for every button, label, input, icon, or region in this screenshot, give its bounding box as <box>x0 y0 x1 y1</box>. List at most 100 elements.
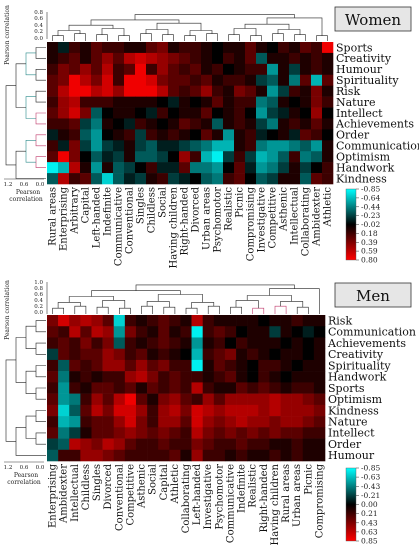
heatmap-cell <box>179 140 191 152</box>
heatmap-cell <box>267 74 279 86</box>
heatmap-cell <box>267 173 279 185</box>
heatmap-cell <box>47 359 59 372</box>
heatmap-cell <box>201 96 213 108</box>
column-label: Competitive <box>268 187 279 249</box>
heatmap-cell <box>300 129 312 141</box>
heatmap-cell <box>102 151 114 163</box>
heatmap-cell <box>124 96 136 108</box>
heatmap-cell <box>58 162 70 174</box>
heatmap-cell <box>201 118 213 130</box>
heatmap-cell <box>69 96 81 108</box>
heatmap-cell <box>168 42 180 54</box>
heatmap-cell <box>179 96 191 108</box>
heatmap-cell <box>124 337 137 349</box>
women-top-tick: 0.2 <box>34 29 43 35</box>
heatmap-cell <box>236 404 248 417</box>
heatmap-cell <box>280 348 292 361</box>
heatmap-cell <box>113 382 126 394</box>
heatmap-cell <box>322 118 334 130</box>
heatmap-cell <box>80 129 92 141</box>
heatmap-cell <box>135 416 148 428</box>
heatmap-cell <box>124 173 136 185</box>
heatmap-cell <box>311 151 323 163</box>
heatmap-cell <box>135 449 148 462</box>
row-label: Nature <box>328 416 367 429</box>
column-label: Indefinite <box>237 464 248 513</box>
heatmap-cell <box>223 63 235 76</box>
heatmap-cell <box>135 393 148 406</box>
women-top-dendro-label: Pearson correlation <box>4 5 11 65</box>
heatmap-cell <box>212 151 224 163</box>
heatmap-cell <box>278 74 290 86</box>
heatmap-cell <box>236 449 248 462</box>
heatmap-cell <box>180 371 192 383</box>
heatmap-cell <box>291 337 304 349</box>
heatmap-cell <box>224 315 237 327</box>
heatmap-cell <box>113 118 125 130</box>
row-label: Intellect <box>328 427 375 440</box>
heatmap-cell <box>245 173 257 185</box>
heatmap-cell <box>213 359 226 372</box>
heatmap-cell <box>311 162 323 174</box>
row-label: Nature <box>336 96 375 109</box>
row-label: Kindness <box>328 404 379 417</box>
heatmap-cell <box>212 129 224 141</box>
heatmap-cell <box>158 393 170 406</box>
heatmap-cell <box>91 52 103 65</box>
heatmap-cell <box>267 52 279 65</box>
column-label: Enterprising <box>48 463 59 528</box>
heatmap-cell <box>113 393 126 406</box>
heatmap-cell <box>180 449 192 462</box>
heatmap-cell <box>313 326 326 338</box>
heatmap-cell <box>80 416 92 428</box>
heatmap-cell <box>124 42 136 54</box>
column-label: Communicative <box>226 464 237 543</box>
women-left-tick: 1.2 <box>4 182 13 188</box>
heatmap-cell <box>69 348 81 361</box>
heatmap-cell <box>224 404 237 417</box>
heatmap-cell <box>300 52 312 65</box>
heatmap-cell <box>158 348 170 361</box>
heatmap-cell <box>236 359 248 372</box>
heatmap-cell <box>223 151 235 163</box>
heatmap-cell <box>113 63 125 76</box>
heatmap-cell <box>113 337 126 349</box>
dendrogram-branch <box>91 290 181 297</box>
heatmap-cell <box>113 96 125 108</box>
heatmap-cell <box>258 371 270 383</box>
heatmap-cell <box>256 85 268 97</box>
heatmap-cell <box>147 404 159 417</box>
heatmap-cell <box>158 382 170 394</box>
column-label: Investigative <box>257 187 268 253</box>
heatmap-cell <box>157 52 169 65</box>
heatmap-cell <box>191 427 203 439</box>
men-heatmap-cells <box>47 315 326 462</box>
column-label: Asthenic <box>137 464 148 509</box>
dendrogram-branch <box>272 33 284 41</box>
heatmap-cell <box>289 74 301 86</box>
heatmap-cell <box>124 449 137 462</box>
dendrogram-branch <box>35 410 46 422</box>
heatmap-cell <box>113 326 126 338</box>
heatmap-cell <box>278 52 290 65</box>
dendrogram-branch <box>68 24 114 31</box>
dendrogram-branch <box>25 96 36 119</box>
dendrogram-branch <box>15 150 46 179</box>
heatmap-cell <box>267 42 279 54</box>
heatmap-cell <box>80 359 92 372</box>
women-color-legend: -0.85-0.64-0.44-0.23-0.020.180.390.590.8… <box>345 185 380 265</box>
column-label: Investigative <box>203 464 214 530</box>
heatmap-cell <box>113 438 126 451</box>
heatmap-cell <box>267 63 279 76</box>
dendrogram-branch <box>25 52 36 76</box>
heatmap-cell <box>291 359 304 372</box>
heatmap-cell <box>322 74 334 86</box>
heatmap-cell <box>190 52 202 65</box>
heatmap-cell <box>102 129 114 141</box>
heatmap-cell <box>102 107 114 119</box>
heatmap-cell <box>289 129 301 141</box>
heatmap-cell <box>302 315 315 327</box>
heatmap-cell <box>180 326 192 338</box>
row-label: Achievements <box>335 118 414 131</box>
heatmap-cell <box>278 129 290 141</box>
